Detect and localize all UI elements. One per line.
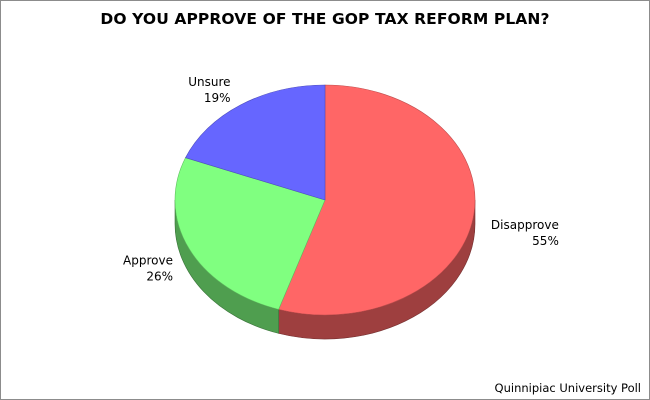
pie-slice-approve	[174, 157, 326, 310]
slice-label-unsure: Unsure	[188, 75, 230, 89]
pie-slice-unsure	[185, 84, 326, 201]
slice-value-approve: 26%	[146, 270, 173, 284]
pie-slice-disapprove	[278, 84, 476, 316]
source-note: Quinnipiac University Poll	[494, 381, 641, 395]
chart-title: DO YOU APPROVE OF THE GOP TAX REFORM PLA…	[100, 10, 550, 28]
pie-labels: Disapprove 55% Approve 26% Unsure 19%	[123, 75, 559, 284]
slice-value-disapprove: 55%	[532, 234, 559, 248]
slice-value-unsure: 19%	[204, 91, 231, 105]
pie-slices	[174, 84, 476, 316]
slice-label-approve: Approve	[123, 254, 173, 268]
slice-label-disapprove: Disapprove	[491, 218, 559, 232]
